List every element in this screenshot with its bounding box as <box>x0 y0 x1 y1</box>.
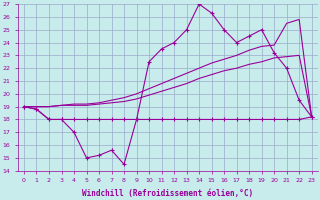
X-axis label: Windchill (Refroidissement éolien,°C): Windchill (Refroidissement éolien,°C) <box>82 189 253 198</box>
